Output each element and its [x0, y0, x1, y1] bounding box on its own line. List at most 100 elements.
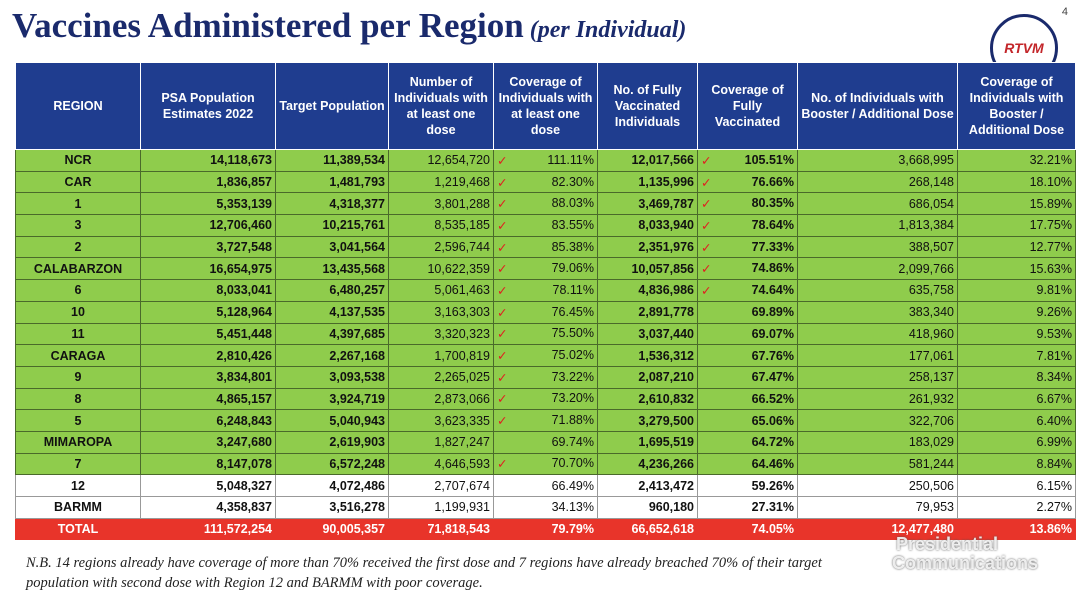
check-mark: ✓ — [701, 240, 712, 255]
footnote: N.B. 14 regions already have coverage of… — [26, 553, 822, 593]
table-cell: 6,248,843 — [140, 409, 276, 432]
table-cell: 4,865,157 — [140, 387, 276, 411]
table-cell: 34.13% — [493, 496, 598, 519]
table-cell: 15.89% — [957, 192, 1076, 216]
table-cell: 2 — [15, 235, 141, 259]
table-cell: 8.84% — [957, 452, 1076, 476]
table-cell: 177,061 — [797, 344, 958, 367]
table-row: 11 5,451,448 4,397,685 3,320,323 ✓ 75.50% 3,03… — [15, 322, 1076, 346]
table-row: 12 5,048,327 4,072,486 2,707,674 66.49% 2,413… — [15, 474, 1076, 497]
table-row: MIMAROPA 3,247,680 2,619,903 1,827,247 69.74… — [15, 430, 1076, 454]
check-mark: ✓ — [701, 197, 712, 212]
table-cell: 12,654,720 — [388, 149, 494, 172]
table-cell: 64.46% — [697, 452, 798, 476]
table-cell: 8 — [15, 387, 141, 411]
table-cell: 2,267,168 — [275, 344, 389, 367]
table-cell: 12,706,460 — [140, 214, 276, 237]
table-cell: 3,516,278 — [275, 496, 389, 519]
table-row: 10 5,128,964 4,137,535 3,163,303 ✓ 76.45% 2,89… — [15, 300, 1076, 324]
table-row: 9 3,834,801 3,093,538 2,265,025 ✓ 73.22% 2,087… — [15, 365, 1076, 389]
table-cell: ✓ 76.66% — [697, 170, 798, 194]
table-cell: 3,037,440 — [597, 322, 698, 346]
table-cell: ✓ 80.35% — [697, 192, 798, 216]
table-cell: 3,623,335 — [388, 409, 494, 432]
check-mark: ✓ — [497, 175, 508, 190]
table-cell: 2,810,426 — [140, 344, 276, 367]
table-cell: 74.05% — [697, 517, 798, 541]
check-mark: ✓ — [497, 370, 508, 385]
table-cell: 9.26% — [957, 300, 1076, 324]
title-text: Vaccines Administered per Region — [12, 6, 524, 45]
total-row: TOTAL 111,572,254 90,005,357 71,818,543 79.7… — [15, 517, 1076, 541]
table-cell: 69.07% — [697, 322, 798, 346]
check-mark: ✓ — [701, 153, 712, 168]
check-mark: ✓ — [701, 218, 712, 233]
table-cell: 13.86% — [957, 517, 1076, 541]
check-mark: ✓ — [497, 240, 508, 255]
table-cell: 6.15% — [957, 474, 1076, 497]
table-cell: MIMAROPA — [15, 430, 141, 454]
table-cell: 1,481,793 — [275, 170, 389, 194]
table-cell: 2,891,778 — [597, 300, 698, 324]
table-cell: 418,960 — [797, 322, 958, 346]
table-cell: 581,244 — [797, 452, 958, 476]
table-cell: 6.99% — [957, 430, 1076, 454]
table-cell: 6.67% — [957, 387, 1076, 411]
table-cell: 10,215,761 — [275, 214, 389, 237]
table-cell: 7 — [15, 452, 141, 476]
table-cell: 69.89% — [697, 300, 798, 324]
table-cell: 4,318,377 — [275, 192, 389, 216]
table-cell: 10,057,856 — [597, 257, 698, 281]
table-cell: ✓ 75.02% — [493, 344, 598, 367]
watermark: Presidential Communications — [848, 535, 1038, 573]
table-cell: 66.52% — [697, 387, 798, 411]
table-cell: 3,093,538 — [275, 365, 389, 389]
table-cell: 8,147,078 — [140, 452, 276, 476]
table-cell: 268,148 — [797, 170, 958, 194]
table-cell: 5,353,139 — [140, 192, 276, 216]
table-cell: 2,596,744 — [388, 235, 494, 259]
table-cell: 71,818,543 — [388, 517, 494, 541]
table-cell: 1 — [15, 192, 141, 216]
table-cell: 4,137,535 — [275, 300, 389, 324]
table-row: CAR 1,836,857 1,481,793 1,219,468 ✓ 82.30% 1,1… — [15, 170, 1076, 194]
table-cell: 6,480,257 — [275, 279, 389, 302]
table-cell: 8,535,185 — [388, 214, 494, 237]
check-mark: ✓ — [497, 283, 508, 298]
table-cell: 3 — [15, 214, 141, 237]
table-cell: ✓ 83.55% — [493, 214, 598, 237]
header-row: REGION PSA Population Estimates 2022 Targe… — [15, 62, 1076, 150]
table-cell: 65.06% — [697, 409, 798, 432]
table-cell: 12,017,566 — [597, 149, 698, 172]
table-cell: ✓ 88.03% — [493, 192, 598, 216]
table-cell: NCR — [15, 149, 141, 172]
table-cell: 1,135,996 — [597, 170, 698, 194]
table-cell: 17.75% — [957, 214, 1076, 237]
table-cell: 3,320,323 — [388, 322, 494, 346]
table-cell: 383,340 — [797, 300, 958, 324]
check-mark: ✓ — [497, 392, 508, 407]
table-cell: 1,836,857 — [140, 170, 276, 194]
check-mark: ✓ — [497, 305, 508, 320]
table-cell: 67.47% — [697, 365, 798, 389]
table-cell: 2,413,472 — [597, 474, 698, 497]
table-cell: 8,033,041 — [140, 279, 276, 302]
table-row: 2 3,727,548 3,041,564 2,596,744 ✓ 85.38% 2,351… — [15, 235, 1076, 259]
watermark-line: Presidential — [896, 534, 999, 554]
table-cell: 3,727,548 — [140, 235, 276, 259]
column-header: REGION — [15, 62, 141, 150]
table-cell: ✓ 75.50% — [493, 322, 598, 346]
table-cell: 1,199,931 — [388, 496, 494, 519]
column-header: Coverage of Fully Vaccinated — [697, 62, 798, 150]
table-cell: 16,654,975 — [140, 257, 276, 281]
table-cell: 1,219,468 — [388, 170, 494, 194]
table-cell: 2,610,832 — [597, 387, 698, 411]
check-mark: ✓ — [701, 283, 712, 298]
table-cell: 12.77% — [957, 235, 1076, 259]
column-header: No. of Individuals with Booster / Additi… — [797, 62, 958, 150]
table-cell: ✓ 70.70% — [493, 452, 598, 476]
table-row: BARMM 4,358,837 3,516,278 1,199,931 34.13% 96… — [15, 496, 1076, 519]
table-cell: 12 — [15, 474, 141, 497]
table-cell: 2,873,066 — [388, 387, 494, 411]
check-mark: ✓ — [497, 262, 508, 277]
